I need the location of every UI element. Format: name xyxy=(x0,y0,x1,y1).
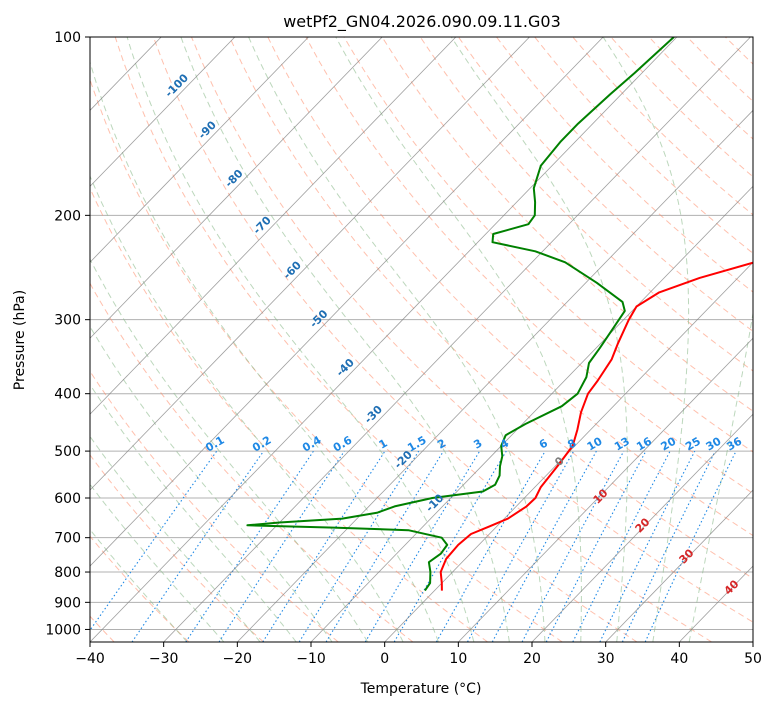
mixing-ratio-line xyxy=(90,450,218,632)
isotherms xyxy=(90,37,753,642)
isotherm-line xyxy=(90,37,309,263)
y-axis-ticks: 100 200 300 400 500 600 700 800 900 1000 xyxy=(45,30,90,638)
dry-adiabat xyxy=(496,37,753,293)
x-tick-label: 20 xyxy=(523,651,541,667)
moist-adiabat xyxy=(90,258,369,642)
mixing-ratio-line xyxy=(325,450,444,642)
x-axis-title: Temperature (°C) xyxy=(360,681,482,697)
mixing-ratio-line xyxy=(131,450,265,642)
moist-adiabat xyxy=(90,528,188,642)
mixing-ratio-line xyxy=(467,450,575,642)
y-tick-label: 200 xyxy=(54,208,81,224)
isotherm-line xyxy=(90,37,530,491)
pressure-gridlines xyxy=(90,37,753,630)
y-tick-label: 500 xyxy=(54,444,81,460)
isotherm-line xyxy=(605,489,753,642)
mixing-ratio-line xyxy=(262,450,386,642)
temperature-profile-line xyxy=(439,261,753,591)
y-tick-label: 100 xyxy=(54,30,81,46)
moist-adiabat xyxy=(450,37,628,642)
isotherm-line xyxy=(90,37,604,567)
isotherm-line xyxy=(384,261,753,642)
x-tick-label: 30 xyxy=(597,651,615,667)
mixing-ratio-line xyxy=(218,450,345,642)
moist-adiabat xyxy=(688,310,753,642)
dry-adiabat xyxy=(90,454,264,642)
moist-adiabat xyxy=(90,325,333,642)
moist-adiabat xyxy=(90,383,297,642)
y-tick-label: 800 xyxy=(54,565,81,581)
y-tick-label: 1000 xyxy=(45,622,81,638)
moist-adiabat xyxy=(90,174,404,642)
x-tick-label: 10 xyxy=(449,651,467,667)
plot-frame xyxy=(89,36,754,643)
isotherm-line xyxy=(90,37,457,415)
moist-adiabat xyxy=(90,60,439,642)
dry-adiabat xyxy=(90,370,339,642)
dry-adiabat xyxy=(90,77,563,642)
isotherm-line xyxy=(90,37,383,339)
y-tick-label: 900 xyxy=(54,595,81,611)
y-axis-title: Pressure (hPa) xyxy=(12,290,28,390)
dewpoint-profile-line xyxy=(246,37,675,592)
moist-adiabat xyxy=(90,483,225,642)
moist-adiabat xyxy=(180,37,510,642)
y-tick-label: 600 xyxy=(54,491,81,507)
isotherm-line xyxy=(90,37,678,642)
mixing-ratio-line xyxy=(185,450,314,642)
profile-lines xyxy=(246,37,753,592)
chart-title: wetPf2_GN04.2026.090.09.11.G03 xyxy=(283,12,561,32)
dry-adiabat xyxy=(191,37,753,623)
x-tick-label: 0 xyxy=(380,651,389,667)
isotherm-line xyxy=(237,109,753,642)
isotherm-line xyxy=(163,37,751,642)
dry-adiabat xyxy=(114,37,638,642)
dry-adiabat xyxy=(90,187,488,642)
moist-adiabat xyxy=(248,37,546,642)
y-tick-label: 400 xyxy=(54,387,81,403)
x-tick-label: 40 xyxy=(670,651,688,667)
isotherm-line xyxy=(458,337,753,642)
x-axis-ticks: −40 −30 −20 −10 0 10 20 30 40 50 xyxy=(75,642,762,667)
x-tick-label: −40 xyxy=(75,651,105,667)
x-tick-label: −30 xyxy=(149,651,179,667)
mixing-ratio-line xyxy=(521,450,625,642)
mixing-ratio-line xyxy=(599,450,696,642)
x-tick-label: −10 xyxy=(296,651,326,667)
isotherm-line xyxy=(531,413,753,642)
x-tick-label: 50 xyxy=(744,651,762,667)
moist-adiabat xyxy=(90,435,261,642)
x-tick-label: −20 xyxy=(223,651,253,667)
y-tick-label: 300 xyxy=(54,313,81,329)
isotherm-line xyxy=(90,37,236,187)
mixing-ratio-line xyxy=(572,450,671,642)
y-tick-label: 700 xyxy=(54,531,81,547)
moist-adiabat xyxy=(126,37,475,642)
